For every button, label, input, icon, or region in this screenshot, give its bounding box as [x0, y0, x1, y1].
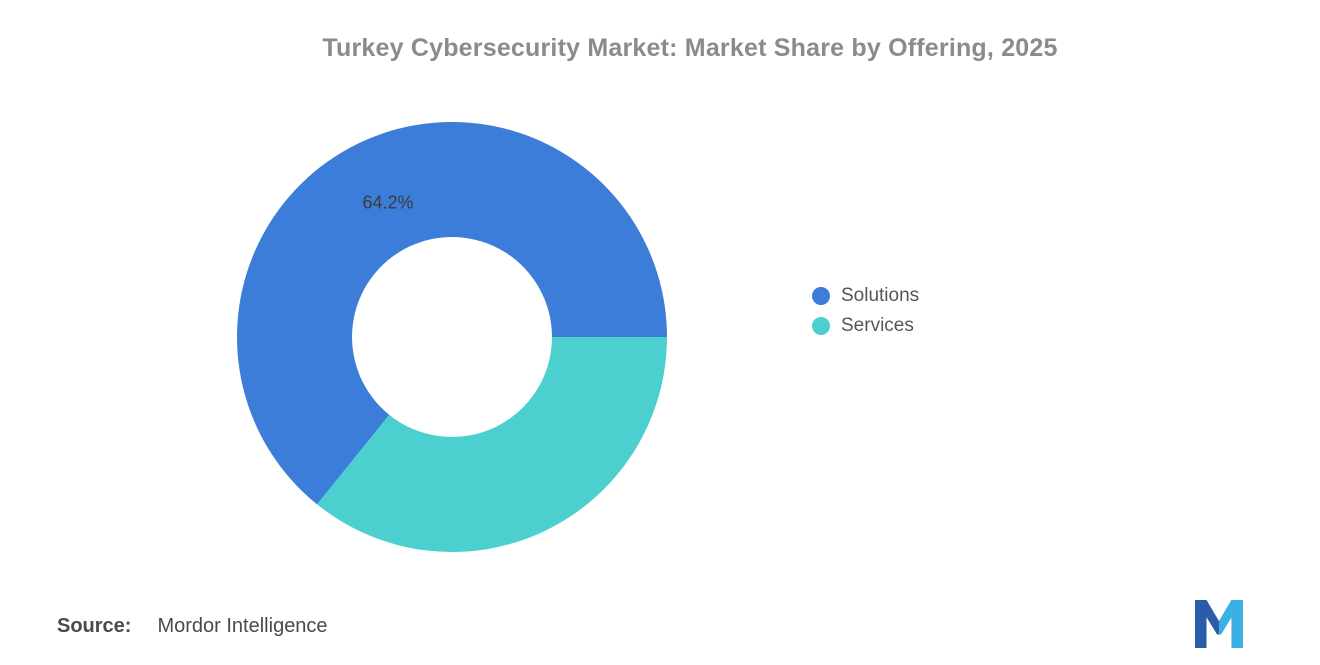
mordor-intelligence-logo — [1195, 600, 1243, 648]
slice-label-solutions: 64.2% — [362, 192, 414, 213]
donut-chart-svg — [237, 122, 667, 552]
legend-swatch-services — [812, 317, 830, 335]
source-line: Source: Mordor Intelligence — [57, 615, 328, 638]
donut-chart: 64.2% — [237, 122, 667, 552]
slice-services[interactable] — [317, 337, 667, 552]
legend-item-solutions[interactable]: Solutions — [812, 285, 919, 307]
legend-swatch-solutions — [812, 287, 830, 305]
slice-solutions[interactable] — [237, 122, 667, 505]
legend-label-solutions: Solutions — [841, 285, 920, 306]
legend-label-services: Services — [841, 315, 914, 336]
legend-item-services[interactable]: Services — [812, 315, 919, 337]
legend: Solutions Services — [812, 285, 919, 337]
source-label: Source: — [57, 615, 132, 637]
source-value: Mordor Intelligence — [157, 615, 328, 637]
chart-title: Turkey Cybersecurity Market: Market Shar… — [322, 34, 1058, 62]
